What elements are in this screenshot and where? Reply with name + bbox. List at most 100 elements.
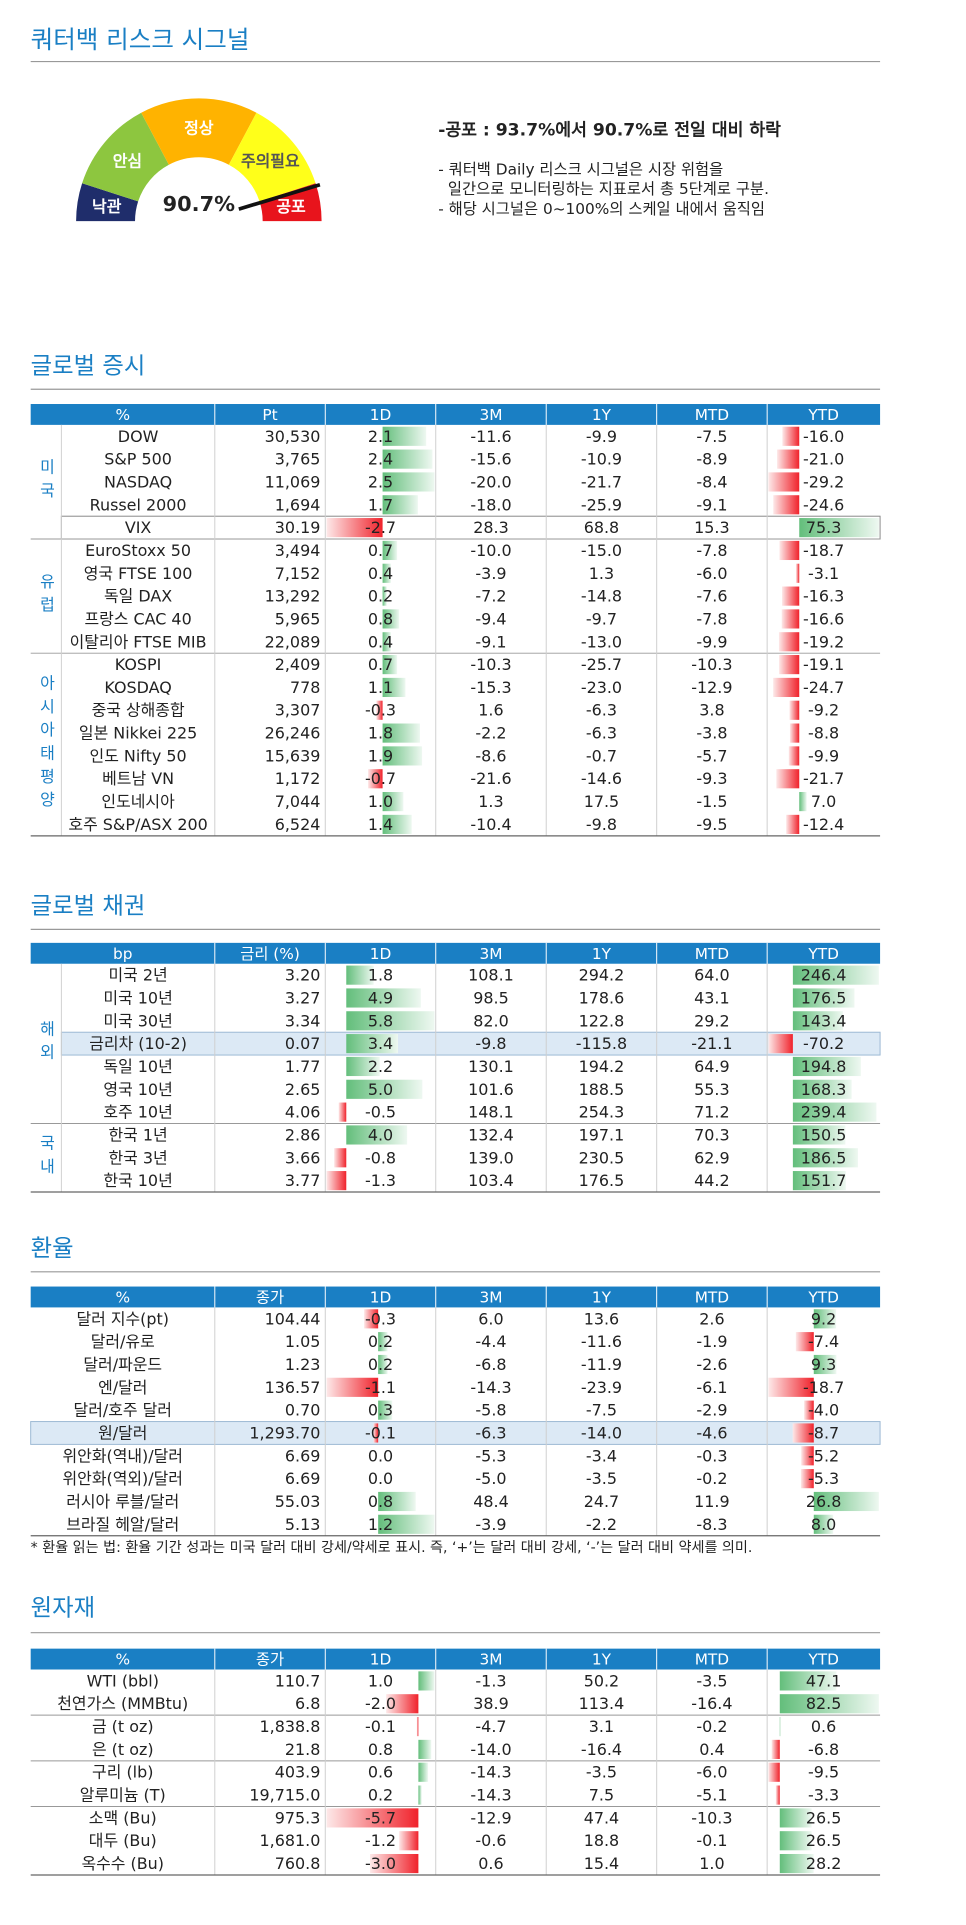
cell: 82.5 [806,1694,842,1713]
cell: -16.4 [581,1740,622,1759]
cell: 6.69 [285,1446,320,1465]
negative-bar [779,655,800,675]
cell: 26.5 [806,1831,842,1850]
cell: -3.9 [475,564,506,583]
cell: -23.0 [581,678,622,697]
cell: -10.9 [581,450,622,469]
row-name: 미국 2년 [108,966,167,985]
row-name: 영국 10년 [103,1080,172,1099]
cell: 151.7 [801,1171,847,1190]
cell: -6.8 [475,1355,506,1374]
cell: 1.6 [478,701,503,720]
cell: -4.0 [808,1401,839,1420]
cell: 3.1 [589,1717,614,1736]
negative-bar [370,1853,419,1874]
positive-bar [779,1853,814,1874]
cell: -6.1 [696,1378,727,1397]
cell: -6.3 [475,1423,506,1442]
cell: -0.1 [696,1831,727,1850]
cell: 1.7 [368,495,393,514]
cell: 0.70 [285,1401,320,1420]
row-name: 달러/호주 달러 [74,1401,172,1420]
cell: 178.6 [579,988,625,1007]
positive-bar [382,540,398,561]
cell: 15,639 [265,746,321,765]
column-header: MTD [695,1289,729,1307]
cell: -20.0 [470,472,511,491]
column-header: 금리 (%) [240,945,300,963]
gauge-needle [238,182,321,211]
section-title: 글로벌 채권 [31,893,146,920]
cell: -15.6 [470,450,511,469]
cell: 2.6 [699,1309,724,1328]
cell: -21.0 [803,450,844,469]
cell: 0.4 [368,632,393,651]
cell: -0.5 [365,1103,396,1122]
cell: 21.8 [285,1740,320,1759]
cell: -18.7 [803,1378,844,1397]
positive-bar [792,1171,846,1191]
cell: -4.7 [475,1717,506,1736]
positive-bar [779,1671,837,1691]
cell: -3.4 [586,1446,617,1465]
cell: 98.5 [473,988,509,1007]
cell: -18.7 [803,541,844,560]
gauge-label: 낙관 [92,197,122,216]
negative-bar [773,495,800,515]
cell: 68.8 [584,518,620,537]
row-name: 한국 1년 [108,1125,167,1144]
row-name: 독일 10년 [103,1057,172,1076]
positive-bar [779,1808,812,1828]
negative-bar [782,586,800,606]
cell: 778 [290,678,320,697]
positive-bar [792,1102,877,1122]
cell: 0.6 [368,1763,393,1782]
row-name: 프랑스 CAC 40 [84,609,191,628]
cell: -9.8 [586,815,617,834]
cell: -9.7 [586,609,617,628]
cell: -10.0 [470,541,511,560]
negative-bar [773,677,800,698]
cell: -5.0 [475,1469,506,1488]
cell: -14.6 [581,769,622,788]
cell: 48.4 [473,1492,509,1511]
row-name: 호주 S&P/ASX 200 [68,815,207,834]
row-name: 구리 (lb) [92,1763,153,1782]
cell: 104.44 [265,1309,321,1328]
positive-bar [382,632,391,652]
row-name: 대두 (Bu) [89,1831,157,1850]
cell: -7.8 [696,541,727,560]
row-name: 이탈리아 FTSE MIB [70,632,207,651]
cell: 3.27 [285,988,320,1007]
cell: 5,965 [275,609,321,628]
cell: -18.0 [470,495,511,514]
negative-bar [804,1400,814,1420]
cell: -6.3 [586,724,617,743]
cell: 0.2 [368,1355,393,1374]
summary-line: - 해당 시그널은 0~100%의 스케일 내에서 움직임 [438,200,765,218]
cell: 1.9 [368,746,393,765]
section-title: 원자재 [31,1595,95,1622]
cell: 3.66 [285,1148,320,1167]
cell: -12.4 [803,815,844,834]
positive-bar [779,1717,781,1737]
cell: -9.9 [586,427,617,446]
cell: 239.4 [801,1103,847,1122]
cell: 3.20 [285,966,320,985]
cell: 26.5 [806,1808,842,1827]
row-name: 호주 10년 [103,1103,172,1122]
positive-bar [346,1056,380,1077]
positive-bar [346,1011,435,1031]
positive-bar [382,426,427,446]
positive-bar [346,1079,423,1099]
cell: -10.4 [470,815,511,834]
cell: 168.3 [801,1080,847,1099]
cell: -10.3 [691,655,732,674]
cell: -25.7 [581,655,622,674]
positive-bar [418,1671,435,1691]
negative-bar [779,540,800,561]
negative-bar [386,1694,419,1714]
negative-bar [326,1377,379,1397]
cell: -0.7 [365,769,396,788]
cell: -3.9 [475,1515,506,1534]
